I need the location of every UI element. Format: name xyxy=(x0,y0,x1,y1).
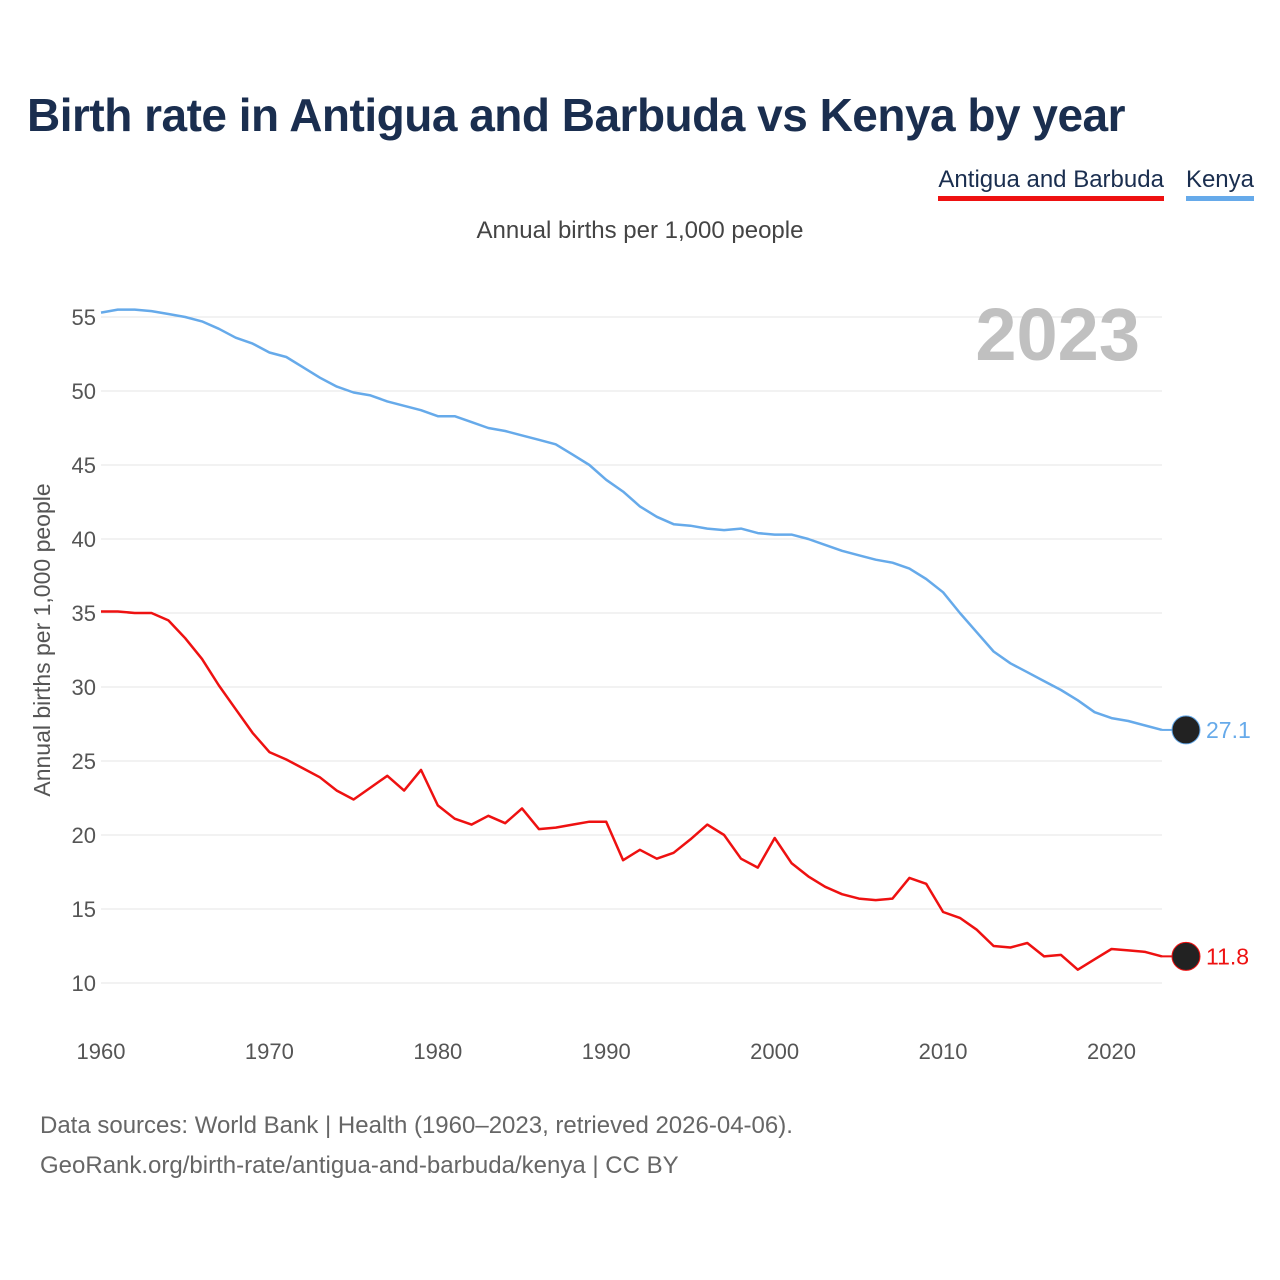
series-line-kenya xyxy=(100,308,1163,732)
flag-icon-antigua-and-barbuda xyxy=(1171,941,1201,971)
end-value-label-antigua-and-barbuda: 11.8 xyxy=(1206,943,1249,969)
flag-icon-kenya xyxy=(1171,715,1201,745)
x-tick-label-1960: 1960 xyxy=(77,1039,126,1064)
y-tick-label-35: 35 xyxy=(72,601,96,626)
legend-item-kenya[interactable]: Kenya xyxy=(1185,166,1254,201)
footer: Data sources: World Bank | Health (1960–… xyxy=(40,1106,793,1186)
chart-subtitle: Annual births per 1,000 people xyxy=(476,217,804,244)
y-axis-label: Annual births per 1,000 people xyxy=(29,483,55,796)
y-tick-label-45: 45 xyxy=(72,453,96,478)
x-tick-label-1980: 1980 xyxy=(413,1039,462,1064)
x-tick-label-1970: 1970 xyxy=(245,1039,294,1064)
y-tick-label-25: 25 xyxy=(72,749,96,774)
legend-item-antigua-and-barbuda[interactable]: Antigua and Barbuda xyxy=(938,166,1164,201)
y-tick-label-15: 15 xyxy=(72,897,96,922)
x-tick-label-1990: 1990 xyxy=(582,1039,631,1064)
footer-url-line: GeoRank.org/birth-rate/antigua-and-barbu… xyxy=(40,1152,679,1179)
end-value-label-kenya: 27.1 xyxy=(1206,717,1251,743)
series-end-markers: 27.1 11.8 xyxy=(1162,715,1251,971)
x-tick-label-2000: 2000 xyxy=(750,1039,799,1064)
chart-title: Birth rate in Antigua and Barbuda vs Ken… xyxy=(27,89,1126,141)
y-axis-ticks: 10 15 20 25 30 35 40 45 50 55 xyxy=(72,305,96,996)
year-label: 2023 xyxy=(975,293,1140,376)
y-tick-label-10: 10 xyxy=(72,971,96,996)
series-line-antigua-and-barbuda xyxy=(101,610,1163,971)
x-tick-label-2010: 2010 xyxy=(919,1039,968,1064)
y-tick-label-40: 40 xyxy=(72,527,96,552)
y-tick-label-30: 30 xyxy=(72,675,96,700)
y-tick-label-55: 55 xyxy=(72,305,96,330)
x-axis-ticks: 1960 1970 1980 1990 2000 2010 2020 xyxy=(77,1039,1136,1064)
legend: Antigua and Barbuda Kenya xyxy=(938,166,1254,201)
gridlines xyxy=(101,316,1162,984)
y-tick-label-50: 50 xyxy=(72,379,96,404)
y-tick-label-20: 20 xyxy=(72,823,96,848)
series-lines xyxy=(100,308,1163,971)
x-tick-label-2020: 2020 xyxy=(1087,1039,1136,1064)
footer-source-line: Data sources: World Bank | Health (1960–… xyxy=(40,1112,793,1139)
